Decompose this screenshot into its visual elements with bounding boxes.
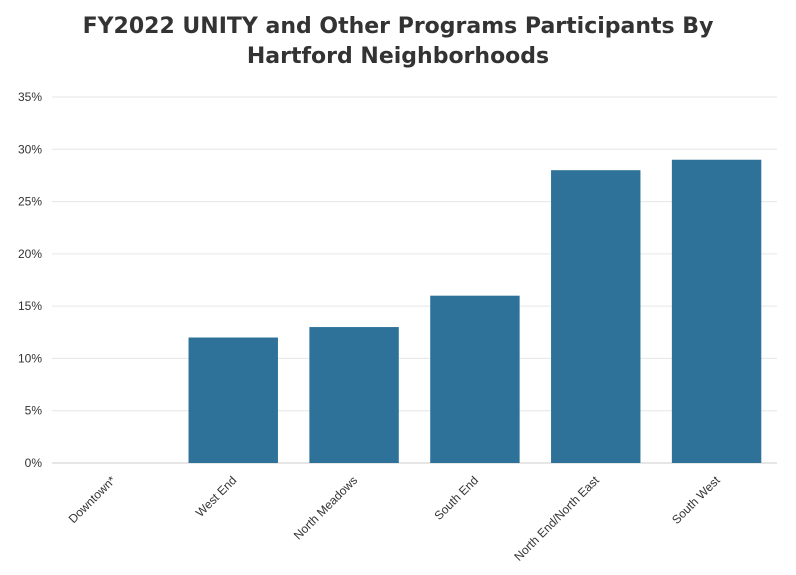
- y-tick-label: 25%: [18, 195, 42, 209]
- x-tick-label: North End/North East: [511, 473, 602, 564]
- x-tick-label: Downtown*: [66, 473, 119, 526]
- chart-title-wrap: FY2022 UNITY and Other Programs Particip…: [0, 12, 796, 72]
- y-tick-label: 15%: [18, 299, 42, 313]
- bar: [551, 170, 641, 463]
- bar: [671, 159, 762, 463]
- y-tick-label: 10%: [18, 351, 42, 365]
- y-axis-ticks: 0% 5% 10% 15% 20% 25% 30% 35%: [18, 90, 42, 470]
- y-tick-label: 30%: [18, 142, 42, 156]
- y-tick-label: 35%: [18, 90, 42, 104]
- chart-title: FY2022 UNITY and Other Programs Particip…: [82, 14, 714, 69]
- bars: [188, 159, 762, 463]
- x-tick-label: West End: [193, 473, 240, 520]
- bar: [309, 327, 399, 463]
- y-tick-label: 5%: [25, 404, 43, 418]
- x-tick-label: South West: [669, 473, 723, 527]
- y-tick-label: 0%: [25, 456, 43, 470]
- x-axis-ticks: Downtown* West End North Meadows South End N…: [66, 473, 723, 564]
- x-tick-label: North Meadows: [291, 473, 360, 542]
- bar: [430, 295, 520, 463]
- bar: [188, 337, 278, 463]
- x-tick-label: South End: [432, 473, 482, 523]
- gridlines: [52, 96, 777, 464]
- y-tick-label: 20%: [18, 247, 42, 261]
